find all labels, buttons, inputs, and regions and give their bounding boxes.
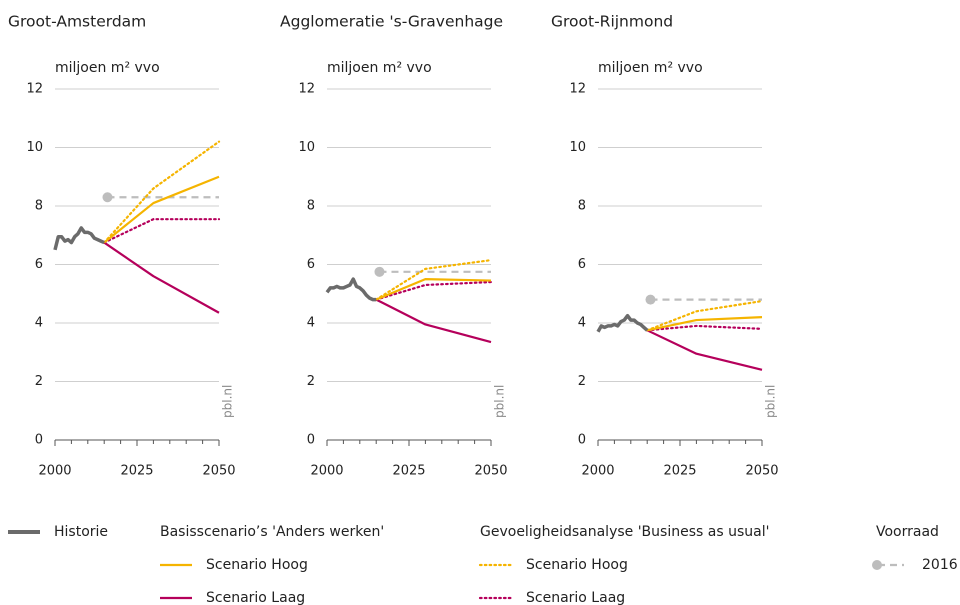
legend-group-title: Voorraad: [876, 524, 939, 540]
series-marker: [645, 294, 656, 305]
series-line: [103, 175, 220, 244]
legend-label: 2016: [922, 557, 958, 573]
series-line: [646, 329, 763, 371]
series-line: [103, 218, 221, 244]
x-tick-label: 2050: [474, 464, 507, 479]
y-tick-label: 10: [298, 140, 315, 155]
y-tick-label: 2: [35, 374, 43, 389]
y-tick-label: 0: [35, 433, 43, 448]
x-tick-label: 2025: [120, 464, 153, 479]
y-tick-label: 2: [307, 374, 315, 389]
legend-marker: [872, 560, 882, 570]
y-tick-label: 2: [578, 374, 586, 389]
y-tick-label: 6: [307, 257, 315, 272]
y-axis-label: miljoen m² vvo: [327, 60, 432, 76]
series-line: [596, 313, 649, 333]
source: pbl.nl: [764, 385, 778, 418]
y-tick-label: 12: [569, 82, 586, 97]
legend-label: Historie: [54, 524, 108, 540]
y-tick-label: 12: [298, 82, 315, 97]
series-line: [325, 277, 377, 302]
legend-group-title: Basisscenario’s 'Anders werken': [160, 524, 384, 540]
y-axis-label: miljoen m² vvo: [55, 60, 160, 76]
series-marker: [374, 266, 385, 277]
x-tick-label: 2000: [38, 464, 71, 479]
series-marker: [102, 192, 113, 203]
y-tick-label: 10: [26, 140, 43, 155]
y-tick-label: 0: [307, 433, 315, 448]
y-tick-label: 8: [307, 199, 315, 214]
panel-title: Groot-Rijnmond: [551, 13, 673, 31]
series-line: [375, 259, 493, 301]
y-axis-label: miljoen m² vvo: [598, 60, 703, 76]
legend-group-title: Gevoeligheidsanalyse 'Business as usual': [480, 524, 769, 540]
panel-title: Groot-Amsterdam: [8, 13, 146, 31]
y-tick-label: 4: [578, 316, 586, 331]
x-tick-label: 2025: [392, 464, 425, 479]
y-tick-label: 10: [569, 140, 586, 155]
x-tick-label: 2000: [581, 464, 614, 479]
series-line: [375, 298, 492, 344]
x-tick-label: 2050: [745, 464, 778, 479]
source: pbl.nl: [221, 385, 235, 418]
series-line: [646, 316, 763, 332]
y-tick-label: 8: [35, 199, 43, 214]
x-tick-label: 2025: [663, 464, 696, 479]
y-tick-label: 12: [26, 82, 43, 97]
panel-title: Agglomeratie 's-Gravenhage: [280, 13, 503, 31]
x-tick-label: 2050: [202, 464, 235, 479]
series-line: [103, 140, 221, 244]
series-line: [375, 278, 492, 301]
y-tick-label: 6: [578, 257, 586, 272]
series-line: [646, 299, 764, 332]
y-tick-label: 0: [578, 433, 586, 448]
series-line: [103, 241, 220, 314]
series-line: [53, 226, 105, 251]
y-tick-label: 6: [35, 257, 43, 272]
legend-label: Scenario Hoog: [526, 557, 628, 573]
legend-label: Scenario Laag: [206, 590, 305, 605]
series-line: [375, 280, 493, 301]
y-tick-label: 4: [35, 316, 43, 331]
series-line: [646, 324, 764, 332]
legend-label: Scenario Hoog: [206, 557, 308, 573]
legend-label: Scenario Laag: [526, 590, 625, 605]
y-tick-label: 8: [578, 199, 586, 214]
y-tick-label: 4: [307, 316, 315, 331]
x-tick-label: 2000: [310, 464, 343, 479]
source: pbl.nl: [493, 385, 507, 418]
